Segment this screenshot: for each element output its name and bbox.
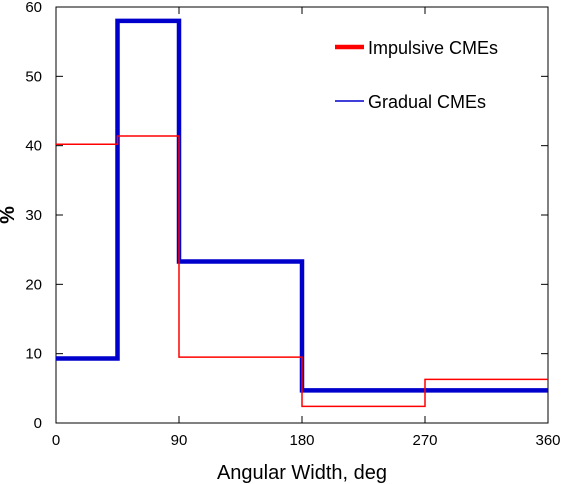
- y-tick-label: 10: [25, 346, 42, 363]
- x-axis-label: Angular Width, deg: [217, 462, 387, 484]
- y-tick-label: 30: [25, 207, 42, 224]
- x-tick-label: 0: [52, 432, 60, 449]
- y-tick-label: 40: [25, 138, 42, 155]
- x-tick-label: 90: [171, 432, 188, 449]
- series-line-gradual: [56, 18, 548, 393]
- y-axis-label: %: [0, 206, 19, 224]
- x-tick-label: 270: [412, 432, 437, 449]
- x-tick-label: 360: [535, 432, 560, 449]
- legend: Impulsive CMEs Gradual CMEs: [335, 38, 498, 112]
- y-tick-label: 50: [25, 68, 42, 85]
- axis-tick-labels: 0 90 180 270 360 0 10 20 30 40 50 60: [25, 0, 560, 449]
- legend-label: Impulsive CMEs: [368, 38, 498, 58]
- x-tick-label: 180: [289, 432, 314, 449]
- legend-label: Gradual CMEs: [368, 92, 486, 112]
- series-layer: [56, 18, 548, 408]
- axis-ticks: [55, 6, 549, 424]
- y-tick-label: 0: [34, 415, 42, 432]
- y-tick-label: 60: [25, 0, 42, 16]
- series-line-impulsive: [56, 135, 548, 408]
- y-tick-label: 20: [25, 276, 42, 293]
